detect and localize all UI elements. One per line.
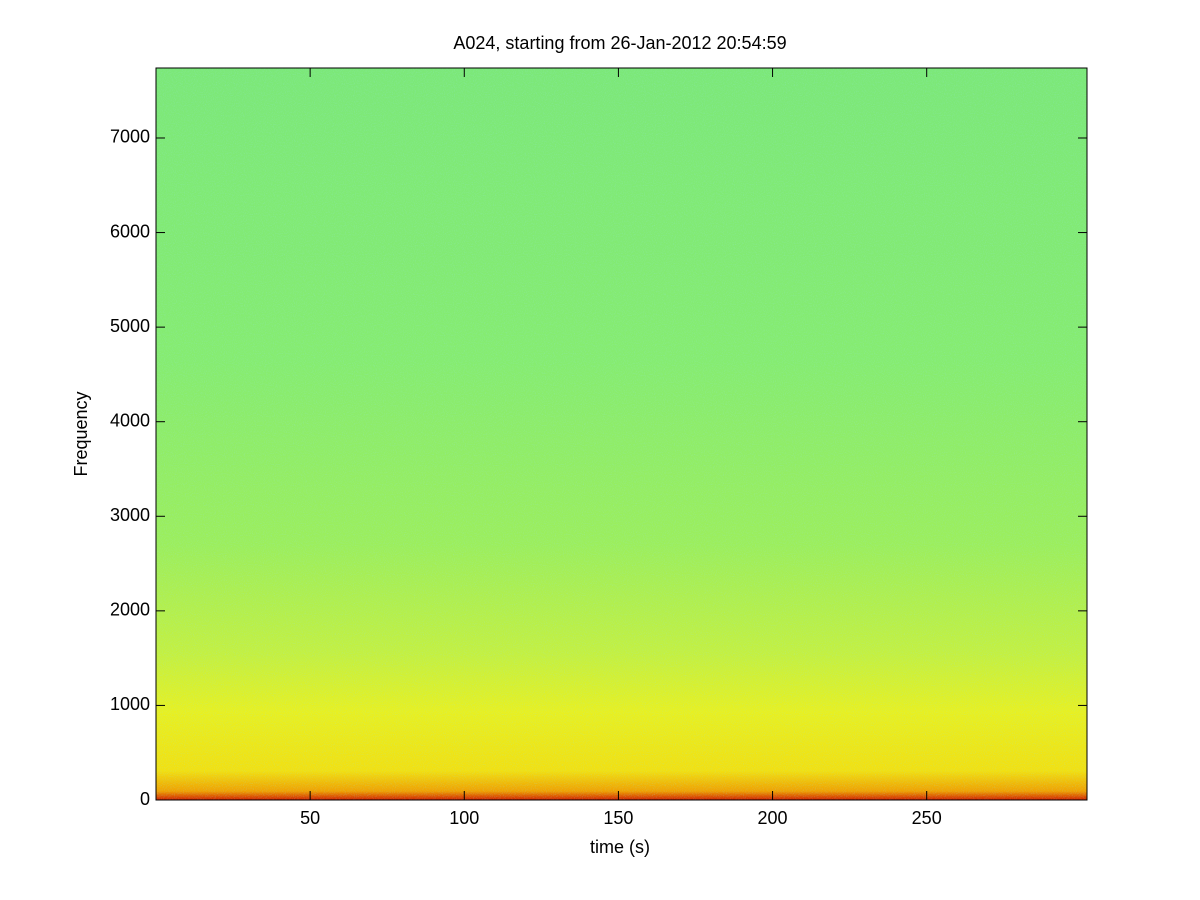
- y-tick-label: 7000: [110, 127, 150, 147]
- x-tick-label: 150: [603, 808, 633, 828]
- plot-frame: [155, 67, 1088, 801]
- x-tick-label: 200: [758, 808, 788, 828]
- x-axis-label: time (s): [590, 837, 650, 857]
- y-tick-label: 4000: [110, 410, 150, 430]
- y-tick-label: 6000: [110, 221, 150, 241]
- y-tick-label: 5000: [110, 316, 150, 336]
- y-tick-label: 3000: [110, 505, 150, 525]
- chart-title: A024, starting from 26-Jan-2012 20:54:59: [453, 33, 786, 53]
- y-tick-label: 1000: [110, 694, 150, 714]
- x-tick-label: 50: [300, 808, 320, 828]
- y-axis-label: Frequency: [71, 391, 91, 476]
- y-tick-label: 2000: [110, 600, 150, 620]
- y-tick-label: 0: [140, 789, 150, 809]
- x-tick-label: 100: [449, 808, 479, 828]
- x-tick-label: 250: [912, 808, 942, 828]
- spectrogram-texture: [156, 68, 1087, 800]
